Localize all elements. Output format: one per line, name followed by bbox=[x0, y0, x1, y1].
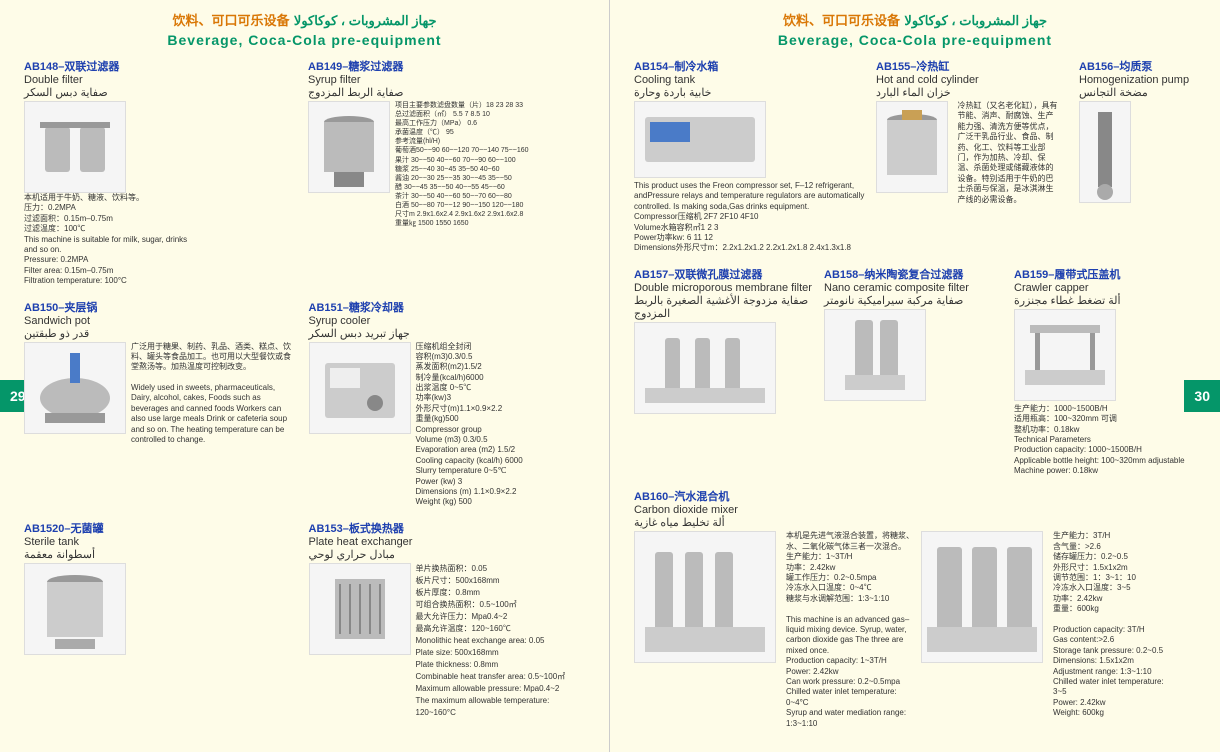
product-specs: 本机是先进气液混合装置，将糖浆、水、二氧化碳气体三者一次混合。 生产能力：1~3… bbox=[786, 531, 916, 728]
product-name-en: Cooling tank bbox=[634, 74, 868, 86]
product-name-ar: خابية باردة وحارة bbox=[634, 86, 868, 99]
product-name-en: Hot and cold cylinder bbox=[876, 74, 1071, 86]
product-code: AB1520–无菌罐 bbox=[24, 520, 301, 536]
product-code: AB150–夹层锅 bbox=[24, 299, 301, 315]
page-header: 饮料、可口可乐设备 جهاز المشروبات ، كوكاكولا Beve… bbox=[20, 10, 589, 48]
header-cn: 饮料、可口可乐设备 bbox=[172, 13, 289, 28]
product-name-en: Double microporous membrane filter bbox=[634, 282, 816, 294]
product-code: AB159–履带式压盖机 bbox=[1014, 266, 1196, 282]
header-cn: 饮料、可口可乐设备 bbox=[783, 13, 900, 28]
product-image bbox=[876, 101, 948, 193]
product-ab157: AB157–双联微孔膜过滤器 Double microporous membra… bbox=[630, 266, 820, 477]
product-code: AB157–双联微孔膜过滤器 bbox=[634, 266, 816, 282]
product-specs: 压缩机组全封闭 容积(m3)0.3/0.5 蒸发面积(m2)1.5/2 制冷量(… bbox=[416, 342, 583, 508]
product-ab153: AB153–板式换热器 Plate heat exchanger مبادل ح… bbox=[305, 520, 590, 719]
product-name-en: Carbon dioxide mixer bbox=[634, 504, 1196, 516]
product-name-en: Double filter bbox=[24, 74, 300, 86]
product-specs: This product uses the Freon compressor s… bbox=[634, 181, 868, 254]
product-name-ar: صفاية مركبة سيراميكية نانومتر bbox=[824, 294, 1006, 307]
product-name-ar: أسطوانة معقمة bbox=[24, 548, 301, 561]
product-code: AB148–双联过滤器 bbox=[24, 58, 300, 74]
product-image bbox=[308, 101, 390, 193]
product-name-ar: صفاية الربط المزدوج bbox=[308, 86, 585, 99]
product-specs: 生产能力：1000~1500B/H 适用瓶高：100~320mm 可调 整机功率… bbox=[1014, 404, 1196, 477]
page-30: 30 饮料、可口可乐设备 جهاز المشروبات ، كوكاكولا B… bbox=[610, 0, 1220, 752]
product-code: AB151–糖浆冷却器 bbox=[309, 299, 586, 315]
product-name-en: Nano ceramic composite filter bbox=[824, 282, 1006, 294]
product-image bbox=[1014, 309, 1116, 401]
product-name-ar: قدر ذو طبقتين bbox=[24, 327, 301, 340]
product-ab155: AB155–冷热缸 Hot and cold cylinder خزان الم… bbox=[872, 58, 1075, 254]
product-image bbox=[634, 322, 776, 414]
product-image bbox=[1079, 101, 1131, 203]
product-image bbox=[824, 309, 926, 401]
header-en: Beverage, Coca-Cola pre-equipment bbox=[20, 32, 589, 48]
product-name-en: Plate heat exchanger bbox=[309, 536, 586, 548]
product-image-2 bbox=[921, 531, 1043, 663]
product-code: AB160–汽水混合机 bbox=[634, 488, 1196, 504]
product-code: AB154–制冷水箱 bbox=[634, 58, 868, 74]
header-ar: جهاز المشروبات ، كوكاكولا bbox=[294, 13, 437, 28]
product-image bbox=[309, 342, 411, 434]
product-name-ar: صفاية دبس السكر bbox=[24, 86, 300, 99]
product-specs: 广泛用于糖果、制药、乳品、酒类、糕点、饮料、罐头等食品加工。也可用以大型餐饮或食… bbox=[131, 342, 298, 446]
product-specs: 冷热缸（又名老化缸），具有节能、消声、耐腐蚀、生产能力强、清洗方便等优点，广泛干… bbox=[957, 101, 1057, 205]
product-image bbox=[24, 563, 126, 655]
product-specs: 单片换热面积：0.05 板片尺寸：500x168mm 板片厚度：0.8mm 可组… bbox=[416, 563, 583, 719]
product-code: AB153–板式换热器 bbox=[309, 520, 586, 536]
product-code: AB158–纳米陶瓷复合过滤器 bbox=[824, 266, 1006, 282]
product-ab150: AB150–夹层锅 Sandwich pot قدر ذو طبقتين 广泛用… bbox=[20, 299, 305, 508]
product-name-en: Syrup filter bbox=[308, 74, 585, 86]
product-image bbox=[24, 101, 126, 193]
product-image bbox=[24, 342, 126, 434]
product-name-ar: ألة تخليط مياه غازية bbox=[634, 516, 1196, 529]
product-ab1520: AB1520–无菌罐 Sterile tank أسطوانة معقمة bbox=[20, 520, 305, 719]
product-name-ar: صفاية مزدوجة الأغشية الصغيرة بالربط المز… bbox=[634, 294, 816, 320]
page-header: 饮料、可口可乐设备 جهاز المشروبات ، كوكاكولا Beve… bbox=[630, 10, 1200, 48]
product-specs-2: 生产能力：3T/H 含气量：>2.6 储存罐压力：0.2~0.5 外形尺寸：1.… bbox=[1053, 531, 1173, 728]
product-ab151: AB151–糖浆冷却器 Syrup cooler جهاز تبريد دبس … bbox=[305, 299, 590, 508]
product-name-ar: مبادل حراري لوحي bbox=[309, 548, 586, 561]
page-29: 29 饮料、可口可乐设备 جهاز المشروبات ، كوكاكولا B… bbox=[0, 0, 610, 752]
product-name-ar: ألة تضغط غطاء مجنزرة bbox=[1014, 294, 1196, 307]
product-ab159: AB159–履带式压盖机 Crawler capper ألة تضغط غطا… bbox=[1010, 266, 1200, 477]
product-name-en: Syrup cooler bbox=[309, 315, 586, 327]
product-specs: 项目主要参数滤盘数量（片）18 23 28 33 总过滤面积（㎡） 5.5 7 … bbox=[395, 101, 585, 228]
product-specs: 本机适用于牛奶、糖液、饮料等。 压力：0.2MPA 过滤面积：0.15m–0.7… bbox=[24, 193, 190, 287]
product-name-ar: خزان الماء البارد bbox=[876, 86, 1071, 99]
product-ab158: AB158–纳米陶瓷复合过滤器 Nano ceramic composite f… bbox=[820, 266, 1010, 477]
page-number: 30 bbox=[1184, 380, 1220, 412]
product-name-en: Crawler capper bbox=[1014, 282, 1196, 294]
product-ab156: AB156–均质泵 Homogenization pump مضخة التجا… bbox=[1075, 58, 1200, 254]
product-name-ar: مضخة التجانس bbox=[1079, 86, 1196, 99]
product-image bbox=[634, 101, 766, 178]
product-code: AB155–冷热缸 bbox=[876, 58, 1071, 74]
product-code: AB149–糖浆过滤器 bbox=[308, 58, 585, 74]
product-name-ar: جهاز تبريد دبس السكر bbox=[309, 327, 586, 340]
product-name-en: Homogenization pump bbox=[1079, 74, 1196, 86]
product-name-en: Sterile tank bbox=[24, 536, 301, 548]
product-ab149: AB149–糖浆过滤器 Syrup filter صفاية الربط الم… bbox=[304, 58, 589, 287]
product-ab148: AB148–双联过滤器 Double filter صفاية دبس السك… bbox=[20, 58, 304, 287]
header-en: Beverage, Coca-Cola pre-equipment bbox=[630, 32, 1200, 48]
header-ar: جهاز المشروبات ، كوكاكولا bbox=[904, 13, 1047, 28]
product-image bbox=[309, 563, 411, 655]
product-ab160: AB160–汽水混合机 Carbon dioxide mixer ألة تخل… bbox=[630, 488, 1200, 728]
product-image bbox=[634, 531, 776, 663]
product-ab154: AB154–制冷水箱 Cooling tank خابية باردة وحار… bbox=[630, 58, 872, 254]
product-name-en: Sandwich pot bbox=[24, 315, 301, 327]
product-code: AB156–均质泵 bbox=[1079, 58, 1196, 74]
